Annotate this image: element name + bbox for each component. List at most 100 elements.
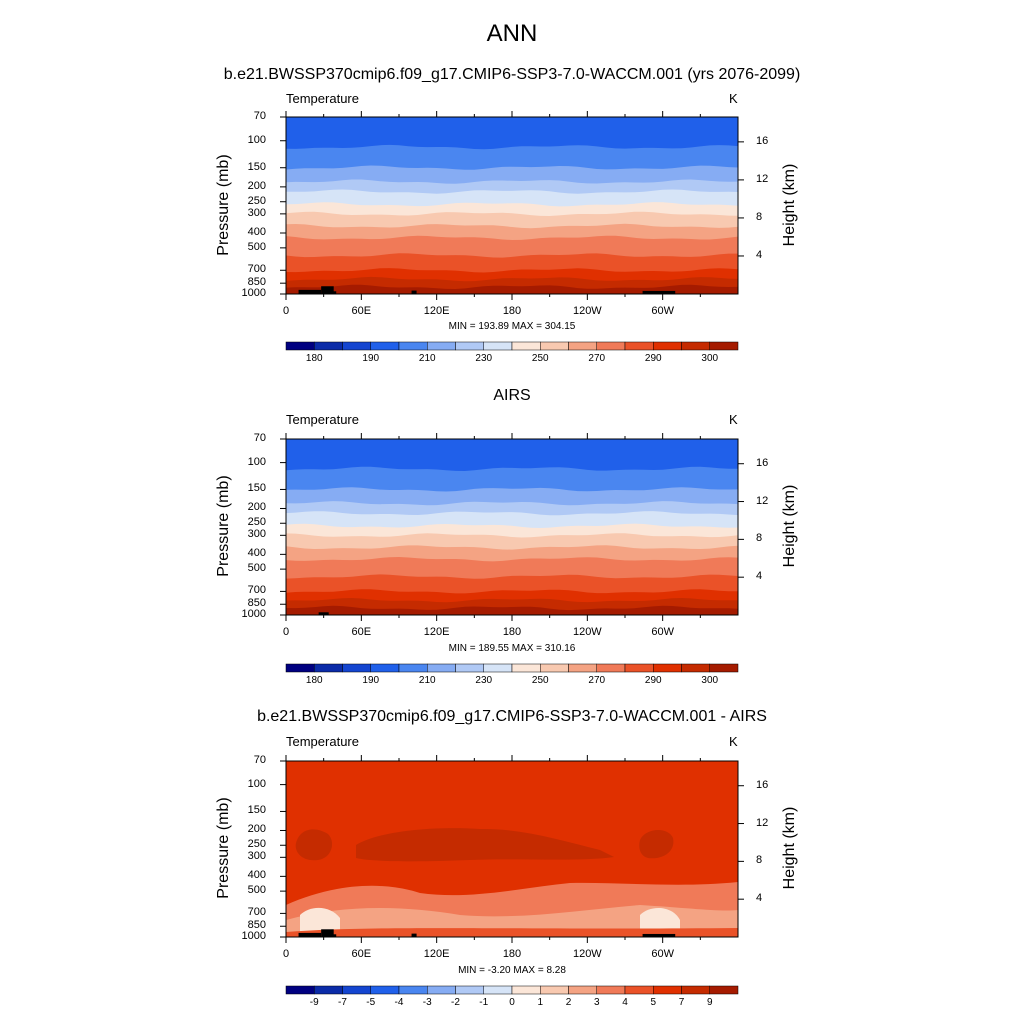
colorbar-label: 230	[475, 675, 493, 686]
topography-mask	[411, 933, 417, 937]
y-tick-label: 100	[247, 133, 266, 146]
colorbar-label: 7	[678, 997, 685, 1008]
panel-title: AIRS	[493, 387, 531, 404]
x-tick-label: 180	[502, 305, 522, 317]
colorbar-swatch	[342, 985, 371, 995]
min-max-stats: MIN = -3.20 MAX = 8.28	[458, 965, 566, 976]
y-tick-label: 500	[247, 562, 266, 575]
anomaly-blob	[356, 828, 614, 862]
colorbar-label: 1	[537, 997, 544, 1008]
height-tick-label: 8	[756, 854, 763, 867]
y-tick-label: 400	[247, 226, 266, 238]
x-tick-label: 0	[282, 626, 290, 638]
colorbar-swatch	[455, 985, 484, 995]
colorbar-label: 270	[588, 675, 606, 686]
x-tick-label: 180	[502, 948, 522, 960]
panel-title: b.e21.BWSSP370cmip6.f09_g17.CMIP6-SSP3-7…	[257, 708, 767, 725]
y-axis-title: Pressure (mb)	[215, 797, 232, 899]
height-tick-label: 4	[756, 248, 763, 261]
y-tick-label: 850	[247, 597, 266, 610]
y-tick-label: 200	[247, 501, 266, 514]
y-tick-label: 300	[247, 850, 266, 863]
y-tick-label: 250	[247, 194, 266, 207]
colorbar-label: 290	[644, 675, 662, 686]
colorbar-swatch	[653, 985, 682, 995]
min-max-stats: MIN = 189.55 MAX = 310.16	[448, 643, 576, 654]
colorbar-label: -5	[366, 997, 376, 1008]
x-tick-label: 120E	[423, 948, 450, 960]
colorbar-label: 250	[531, 675, 549, 686]
colorbar-label: 190	[362, 675, 380, 686]
height-tick-label: 12	[756, 494, 769, 507]
height-tick-label: 16	[756, 456, 769, 469]
height-tick-label: 12	[756, 172, 769, 185]
colorbar-label: 5	[650, 997, 657, 1008]
x-tick-label: 120W	[572, 305, 602, 317]
x-tick-label: 60E	[351, 948, 372, 960]
x-tick-label: 120W	[572, 626, 602, 638]
colorbar-swatch	[568, 985, 597, 995]
colorbar-swatch	[540, 985, 569, 995]
topography-mask	[318, 612, 329, 615]
colorbar-label: 230	[475, 353, 493, 364]
colorbar-swatch	[285, 985, 315, 995]
colorbar-label: -7	[338, 997, 347, 1008]
units-label: K	[729, 412, 738, 427]
panel-title: b.e21.BWSSP370cmip6.f09_g17.CMIP6-SSP3-7…	[223, 66, 801, 83]
y-tick-label: 500	[247, 240, 266, 253]
y-tick-label: 500	[247, 884, 266, 897]
colorbar-label: 300	[701, 675, 719, 686]
colorbar-label: 2	[565, 997, 572, 1008]
colorbar-label: 290	[644, 353, 662, 364]
x-tick-label: 60W	[651, 948, 674, 960]
y-tick-label: 850	[247, 276, 266, 289]
y-tick-label: 100	[247, 777, 266, 790]
colorbar-label: 0	[509, 997, 515, 1008]
units-label: K	[729, 734, 738, 749]
topography-mask	[321, 929, 334, 937]
y-tick-label: 100	[247, 455, 266, 468]
x-tick-label: 120E	[423, 305, 450, 317]
colorbar-swatch	[709, 341, 739, 351]
topography-mask	[411, 290, 417, 294]
units-label: K	[729, 91, 738, 106]
colorbar-swatch	[596, 985, 626, 995]
colorbar-swatch	[624, 985, 654, 995]
topography-mask	[642, 933, 676, 937]
anomaly-blob	[295, 829, 333, 861]
colorbar-label: 270	[588, 353, 606, 364]
x-tick-label: 60W	[651, 626, 674, 638]
colorbar-swatch	[314, 985, 343, 995]
min-max-stats: MIN = 193.89 MAX = 304.15	[448, 321, 576, 332]
y-tick-label: 150	[247, 804, 266, 817]
topography-mask	[326, 291, 337, 294]
x-tick-label: 60E	[351, 305, 372, 317]
height-tick-label: 4	[756, 570, 763, 583]
colorbar-label: 250	[531, 353, 549, 364]
y-tick-label: 150	[247, 482, 266, 495]
colorbar-label: 3	[593, 997, 600, 1008]
main-title: ANN	[486, 20, 538, 47]
y-tick-label: 700	[247, 263, 266, 276]
colorbar-label: 4	[622, 997, 628, 1008]
colorbar-label: -9	[309, 997, 319, 1008]
height-tick-label: 8	[756, 210, 763, 223]
topography-mask	[642, 290, 676, 294]
y-axis-title-right: Height (km)	[781, 806, 798, 890]
x-tick-label: 0	[282, 948, 290, 960]
y-tick-label: 1000	[241, 930, 266, 942]
y-tick-label: 200	[247, 823, 266, 836]
y-tick-label: 250	[247, 516, 266, 529]
colorbar-swatch	[370, 985, 400, 995]
y-tick-label: 300	[247, 206, 266, 219]
x-tick-label: 120W	[572, 948, 602, 960]
y-tick-label: 1000	[241, 287, 266, 299]
y-tick-label: 250	[247, 838, 266, 851]
variable-label: Temperature	[286, 412, 359, 427]
colorbar-label: 190	[362, 353, 380, 364]
